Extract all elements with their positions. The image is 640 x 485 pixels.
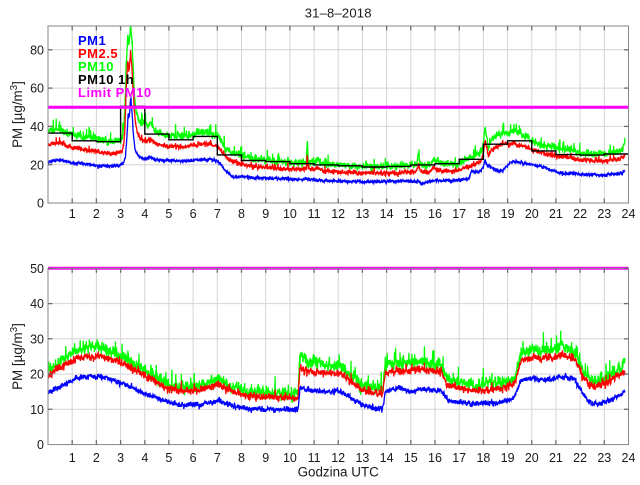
svg-text:10: 10 xyxy=(30,403,44,417)
svg-text:PM10: PM10 xyxy=(78,59,114,74)
svg-text:20: 20 xyxy=(30,368,44,382)
svg-text:18: 18 xyxy=(476,207,490,221)
svg-text:16: 16 xyxy=(428,451,442,465)
svg-text:80: 80 xyxy=(30,43,44,57)
svg-text:31–8–2018: 31–8–2018 xyxy=(305,6,372,21)
svg-text:3: 3 xyxy=(117,207,124,221)
svg-text:19: 19 xyxy=(501,451,515,465)
svg-text:60: 60 xyxy=(30,82,44,96)
svg-text:0: 0 xyxy=(37,197,44,211)
svg-text:24: 24 xyxy=(622,451,636,465)
svg-text:23: 23 xyxy=(597,451,611,465)
svg-text:13: 13 xyxy=(355,207,369,221)
svg-text:40: 40 xyxy=(30,120,44,134)
svg-text:30: 30 xyxy=(30,332,44,346)
svg-text:50: 50 xyxy=(30,262,44,276)
svg-text:20: 20 xyxy=(525,207,539,221)
svg-text:14: 14 xyxy=(380,451,394,465)
svg-text:4: 4 xyxy=(141,207,148,221)
svg-text:0: 0 xyxy=(37,438,44,452)
svg-text:23: 23 xyxy=(597,207,611,221)
svg-text:6: 6 xyxy=(190,451,197,465)
svg-text:18: 18 xyxy=(476,451,490,465)
svg-text:13: 13 xyxy=(355,451,369,465)
svg-text:20: 20 xyxy=(30,158,44,172)
svg-text:7: 7 xyxy=(214,207,221,221)
svg-text:11: 11 xyxy=(308,451,321,465)
svg-text:5: 5 xyxy=(165,207,172,221)
svg-text:7: 7 xyxy=(214,451,221,465)
svg-text:4: 4 xyxy=(141,451,148,465)
svg-text:10: 10 xyxy=(283,451,297,465)
svg-text:21: 21 xyxy=(549,451,563,465)
svg-text:5: 5 xyxy=(165,451,172,465)
svg-text:22: 22 xyxy=(573,207,587,221)
svg-text:3: 3 xyxy=(117,451,124,465)
svg-text:15: 15 xyxy=(404,207,418,221)
svg-text:Limit PM10: Limit PM10 xyxy=(78,85,152,100)
svg-text:PM10 1h: PM10 1h xyxy=(78,72,134,87)
svg-text:1: 1 xyxy=(69,451,76,465)
svg-text:19: 19 xyxy=(501,207,515,221)
svg-text:12: 12 xyxy=(331,207,345,221)
svg-text:PM1: PM1 xyxy=(78,33,106,48)
svg-text:24: 24 xyxy=(622,207,636,221)
svg-text:1: 1 xyxy=(69,207,76,221)
svg-text:9: 9 xyxy=(262,207,269,221)
svg-text:21: 21 xyxy=(549,207,563,221)
svg-text:40: 40 xyxy=(30,297,44,311)
svg-text:12: 12 xyxy=(331,451,345,465)
svg-text:22: 22 xyxy=(573,451,587,465)
svg-text:10: 10 xyxy=(283,207,297,221)
svg-text:9: 9 xyxy=(262,451,269,465)
svg-text:Godzina UTC: Godzina UTC xyxy=(298,465,379,480)
svg-text:20: 20 xyxy=(525,451,539,465)
svg-text:8: 8 xyxy=(238,451,245,465)
svg-text:PM [µg/m3]: PM [µg/m3] xyxy=(9,81,25,148)
svg-text:17: 17 xyxy=(452,451,466,465)
svg-text:8: 8 xyxy=(238,207,245,221)
svg-text:PM2.5: PM2.5 xyxy=(78,46,118,61)
svg-text:2: 2 xyxy=(93,451,100,465)
svg-text:16: 16 xyxy=(428,207,442,221)
svg-text:15: 15 xyxy=(404,451,418,465)
svg-text:2: 2 xyxy=(93,207,100,221)
svg-text:PM [µg/m3]: PM [µg/m3] xyxy=(9,323,25,390)
svg-text:11: 11 xyxy=(308,207,321,221)
svg-text:6: 6 xyxy=(190,207,197,221)
svg-text:14: 14 xyxy=(380,207,394,221)
svg-text:17: 17 xyxy=(452,207,466,221)
